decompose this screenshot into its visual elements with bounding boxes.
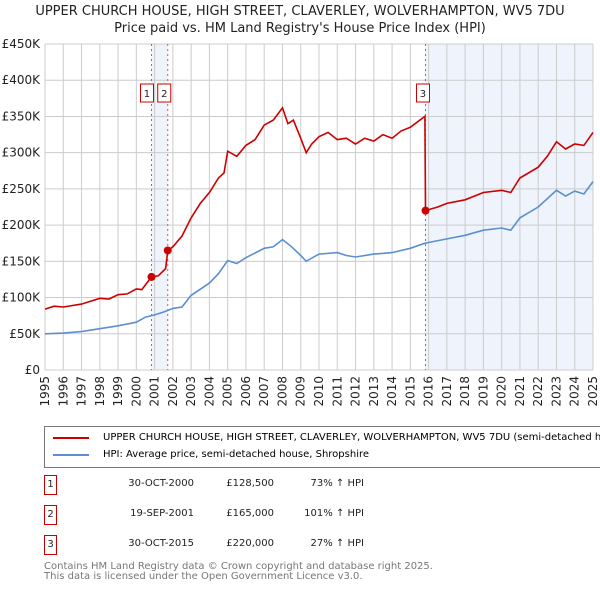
transaction-number: 2 xyxy=(44,505,57,525)
y-tick-label: £250K xyxy=(2,182,42,196)
legend-item-property: UPPER CHURCH HOUSE, HIGH STREET, CLAVERL… xyxy=(53,432,600,443)
sale-label-border xyxy=(157,83,172,103)
y-tick-label: £300K xyxy=(2,146,42,160)
y-tick-label: £450K xyxy=(2,37,42,51)
x-tick-label: 2019 xyxy=(476,376,490,407)
x-tick-label: 2013 xyxy=(367,376,381,407)
sale-point xyxy=(421,206,430,215)
transaction-date: 30-OCT-2000 xyxy=(128,478,194,489)
legend-swatch-red xyxy=(53,436,89,439)
x-tick-label: 2010 xyxy=(312,376,326,407)
sale-point xyxy=(163,246,172,255)
x-tick-label: 2003 xyxy=(184,376,198,407)
footer-licence: This data is licensed under the Open Gov… xyxy=(44,571,363,582)
sale-label-box: 3 xyxy=(415,83,430,103)
shaded-period xyxy=(151,44,168,370)
transaction-row: 2 19-SEP-2001 £165,000 101% ↑ HPI xyxy=(44,505,444,525)
x-tick-label: 2014 xyxy=(385,376,399,407)
y-tick-label: £50K xyxy=(9,327,41,341)
x-tick-label: 2000 xyxy=(129,376,143,407)
sale-label-number: 3 xyxy=(420,89,426,100)
x-tick-label: 2005 xyxy=(221,376,235,407)
y-tick-label: £100K xyxy=(2,291,42,305)
chart-title: UPPER CHURCH HOUSE, HIGH STREET, CLAVERL… xyxy=(35,4,565,19)
chart-subtitle: Price paid vs. HM Land Registry's House … xyxy=(114,21,486,36)
sale-label-box: 2 xyxy=(157,83,172,103)
x-tick-label: 1999 xyxy=(111,376,125,407)
y-tick-label: £200K xyxy=(2,218,42,232)
x-tick-label: 2018 xyxy=(458,376,472,407)
x-tick-label: 1998 xyxy=(93,376,107,407)
price-chart: £0 £50K £100K £150K £200K £250K £300K £350K £400… xyxy=(2,37,600,407)
y-tick-label: £400K xyxy=(2,73,42,87)
y-tick-label: £150K xyxy=(2,254,42,268)
legend-label-property: UPPER CHURCH HOUSE, HIGH STREET, CLAVERL… xyxy=(103,432,600,443)
x-tick-label: 2012 xyxy=(349,376,363,407)
legend-swatch-blue xyxy=(53,453,89,456)
transaction-price: £165,000 xyxy=(226,508,274,519)
x-tick-label: 2025 xyxy=(586,376,600,407)
y-tick-label: £350K xyxy=(2,109,42,123)
x-tick-label: 2001 xyxy=(148,376,162,407)
sale-label-number: 1 xyxy=(144,89,150,100)
x-tick-label: 1997 xyxy=(75,376,89,407)
x-tick-label: 2024 xyxy=(568,376,582,407)
x-tick-label: 2021 xyxy=(513,376,527,407)
x-tick-label: 2004 xyxy=(202,376,216,407)
transaction-price: £220,000 xyxy=(226,538,274,549)
legend-label-hpi: HPI: Average price, semi-detached house,… xyxy=(103,449,370,460)
x-tick-label: 2015 xyxy=(403,376,417,407)
x-tick-label: 2002 xyxy=(166,376,180,407)
x-tick-label: 2011 xyxy=(330,376,344,407)
x-tick-label: 2009 xyxy=(294,376,308,407)
transaction-row: 3 30-OCT-2015 £220,000 27% ↑ HPI xyxy=(44,535,444,555)
transaction-date: 19-SEP-2001 xyxy=(130,508,194,519)
footer-copyright: Contains HM Land Registry data © Crown c… xyxy=(44,561,433,572)
transaction-price: £128,500 xyxy=(226,478,274,489)
sale-point xyxy=(147,272,156,281)
x-tick-label: 2008 xyxy=(275,376,289,407)
transaction-hpi: 73% ↑ HPI xyxy=(310,478,364,489)
x-tick-label: 1996 xyxy=(56,376,70,407)
sale-label-border xyxy=(415,83,430,103)
sale-label-box: 1 xyxy=(139,83,154,103)
legend: UPPER CHURCH HOUSE, HIGH STREET, CLAVERL… xyxy=(44,426,600,468)
shaded-period xyxy=(425,44,593,370)
sale-label-number: 2 xyxy=(161,89,167,100)
x-tick-label: 2022 xyxy=(531,376,545,407)
transaction-date: 30-OCT-2015 xyxy=(128,538,194,549)
sale-label-border xyxy=(139,83,154,103)
x-tick-label: 1995 xyxy=(38,376,52,407)
x-tick-label: 2017 xyxy=(440,376,454,407)
hpi-line xyxy=(44,181,594,335)
x-tick-label: 2006 xyxy=(239,376,253,407)
y-tick-label: £0 xyxy=(25,363,40,377)
transaction-row: 1 30-OCT-2000 £128,500 73% ↑ HPI xyxy=(44,475,444,495)
legend-item-hpi: HPI: Average price, semi-detached house,… xyxy=(53,449,369,460)
transaction-hpi: 27% ↑ HPI xyxy=(310,538,364,549)
transaction-hpi: 101% ↑ HPI xyxy=(304,508,364,519)
x-tick-label: 2016 xyxy=(422,376,436,407)
x-tick-label: 2007 xyxy=(257,376,271,407)
transaction-number: 3 xyxy=(44,535,57,555)
x-tick-label: 2023 xyxy=(549,376,563,407)
x-tick-label: 2020 xyxy=(495,376,509,407)
transaction-number: 1 xyxy=(44,475,57,495)
